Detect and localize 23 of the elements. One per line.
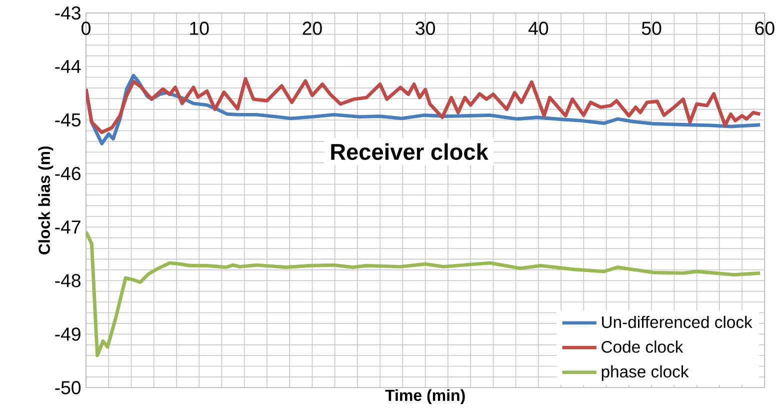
x-tick-label: 60 [755, 22, 774, 35]
x-tick-label: 0 [82, 22, 90, 35]
x-tick-label: 50 [642, 22, 662, 35]
legend-label: phase clock [602, 365, 689, 381]
y-tick-label: -44 [55, 60, 81, 73]
y-tick-label: -48 [55, 274, 80, 288]
y-axis-title: Clock bias (m) [38, 146, 54, 254]
x-tick-label: 30 [416, 22, 435, 35]
x-tick-label: 10 [190, 22, 209, 35]
text: Receiver clock [331, 143, 488, 160]
y-tick-label: -43 [55, 6, 80, 20]
y-tick-label: -50 [55, 381, 81, 394]
y-tick-label: -45 [55, 114, 81, 127]
x-axis-title: Time (min) [385, 389, 465, 404]
line-series [86, 77, 762, 134]
x-tick-label: 20 [302, 22, 322, 35]
line-series [86, 230, 762, 358]
legend-label: Un-differenced clock [602, 316, 752, 328]
y-tick-label: -49 [55, 328, 80, 341]
y-tick-label: -47 [55, 220, 80, 234]
legend-label: Code clock [602, 340, 684, 353]
x-tick-label: 40 [528, 22, 548, 35]
y-tick-label: -46 [55, 166, 80, 180]
